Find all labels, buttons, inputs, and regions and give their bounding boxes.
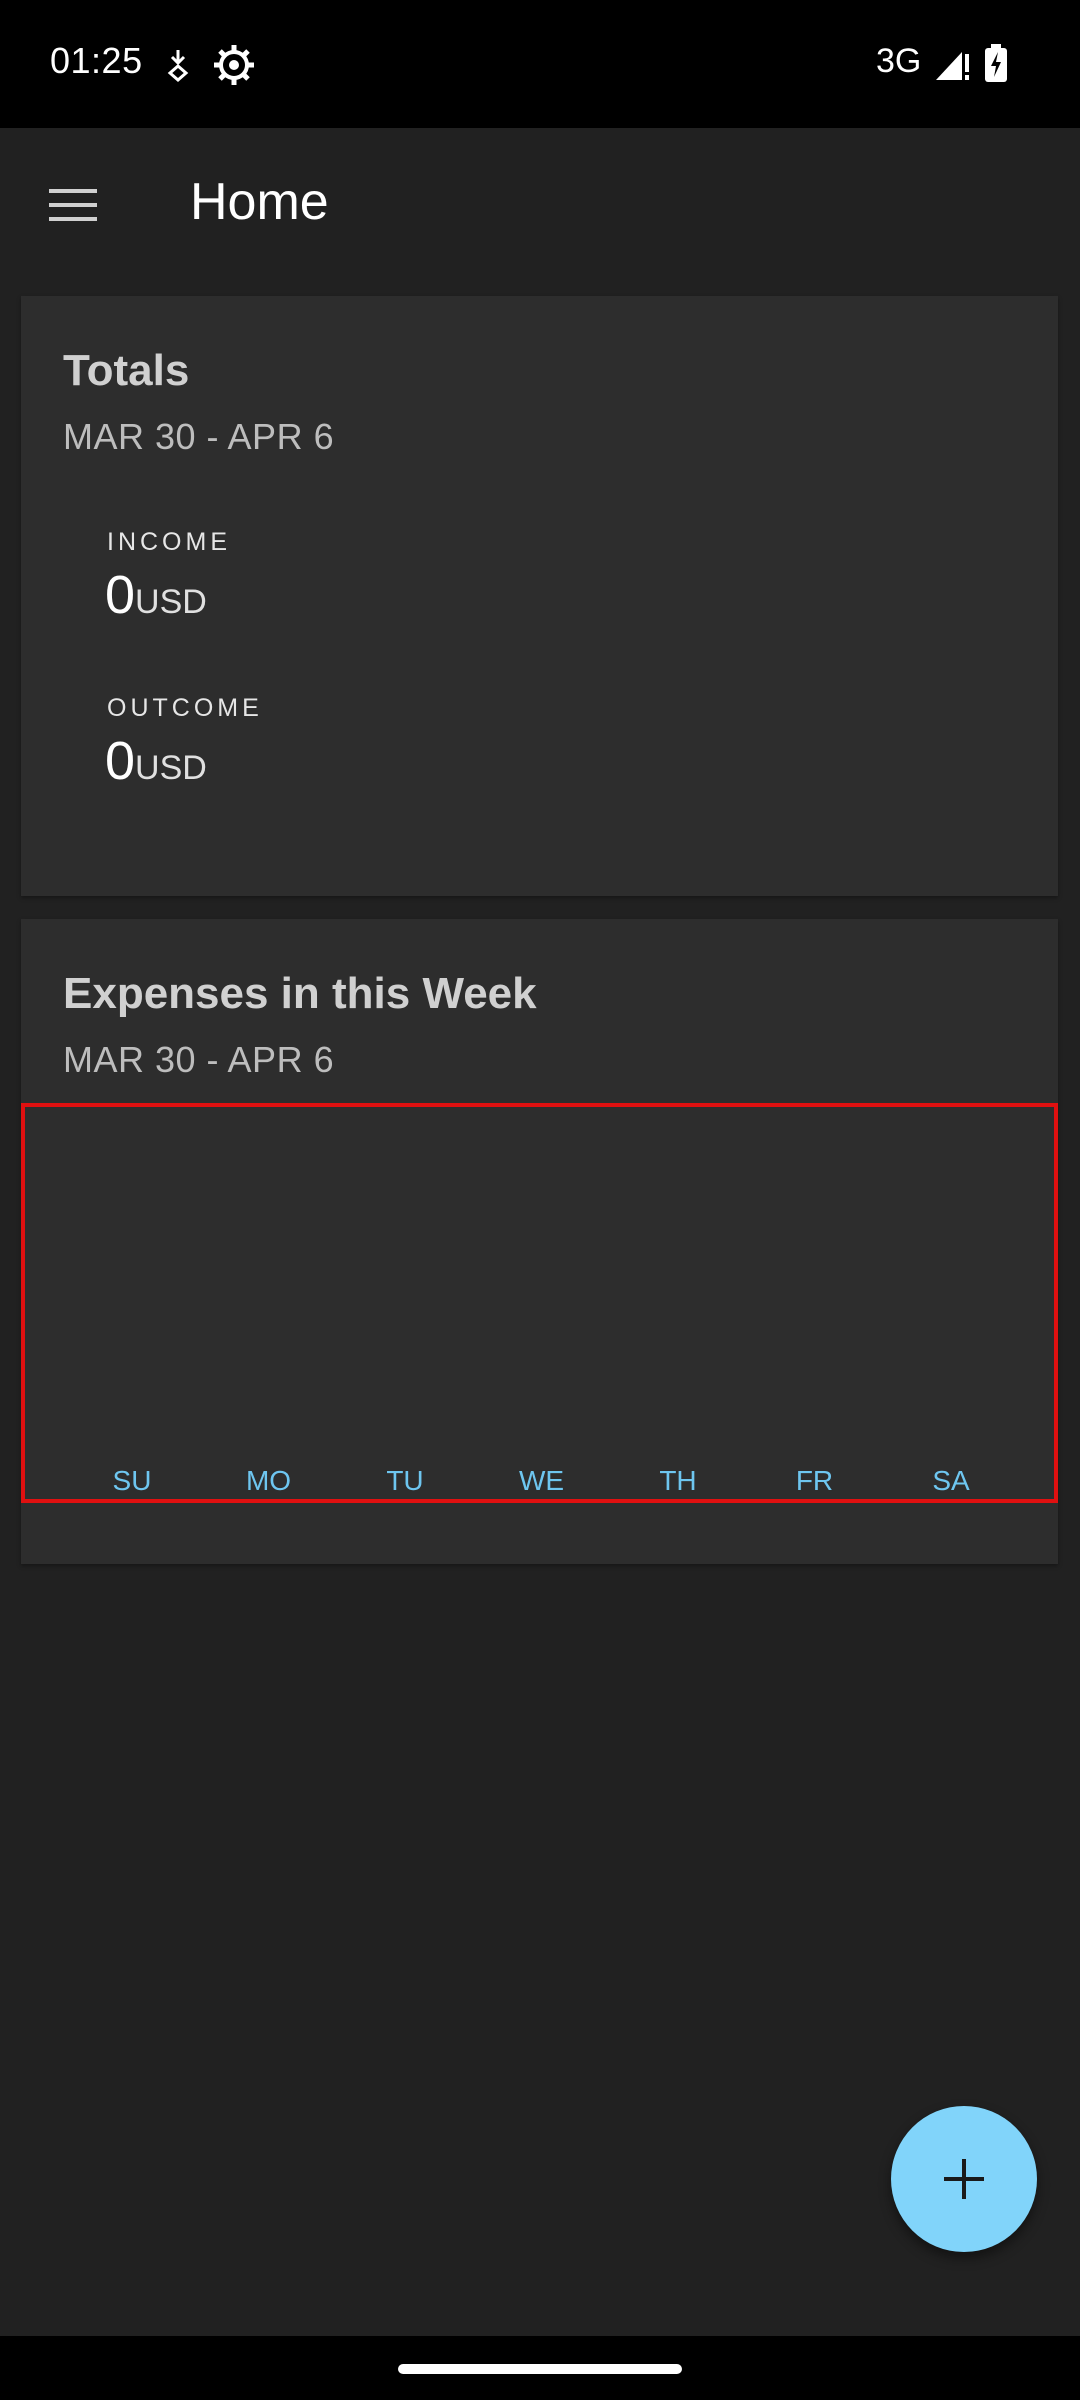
chart-svg: SU MO TU WE TH FR SA (113, 1465, 970, 1496)
day-label-mo: MO (246, 1465, 291, 1496)
download-arrow-icon (167, 50, 189, 82)
day-label-sa: SA (932, 1465, 970, 1496)
app-bar: Home (0, 128, 1080, 280)
income-amount: 0 (105, 565, 136, 625)
expenses-date-range: MAR 30 - APR 6 (63, 1039, 335, 1080)
add-transaction-button[interactable] (891, 2106, 1037, 2252)
day-label-th: TH (659, 1465, 696, 1496)
income-label: INCOME (107, 528, 231, 556)
income-currency: USD (135, 583, 207, 621)
totals-title: Totals (63, 346, 190, 395)
signal-icon (936, 52, 969, 80)
expenses-title: Expenses in this Week (63, 969, 537, 1018)
outcome-label: OUTCOME (107, 694, 263, 722)
day-label-fr: FR (796, 1465, 833, 1496)
outcome-currency: USD (135, 749, 207, 787)
home-gesture-handle[interactable] (398, 2364, 682, 2374)
settings-gear-icon (214, 45, 254, 85)
weekly-expenses-chart[interactable]: SU MO TU WE TH FR SA (21, 1103, 1058, 1503)
network-type: 3G (876, 42, 922, 80)
battery-charging-icon (985, 44, 1007, 82)
menu-button[interactable] (36, 168, 110, 242)
totals-card: Totals MAR 30 - APR 6 INCOME 0USD OUTCOM… (21, 296, 1058, 896)
day-label-su: SU (113, 1465, 152, 1496)
navigation-bar (0, 2336, 1080, 2400)
hamburger-menu-icon (49, 189, 97, 221)
totals-date-range: MAR 30 - APR 6 (63, 416, 335, 457)
page-title: Home (190, 173, 329, 231)
outcome-amount: 0 (105, 731, 136, 791)
day-label-tu: TU (386, 1465, 423, 1496)
outcome-value: 0USD (105, 730, 207, 792)
day-label-we: WE (519, 1465, 564, 1496)
status-time: 01:25 (50, 40, 143, 81)
status-bar: 01:25 3G (0, 0, 1080, 128)
income-value: 0USD (105, 564, 207, 626)
plus-icon (944, 2159, 984, 2199)
expenses-card: Expenses in this Week MAR 30 - APR 6 SU M… (21, 919, 1058, 1564)
